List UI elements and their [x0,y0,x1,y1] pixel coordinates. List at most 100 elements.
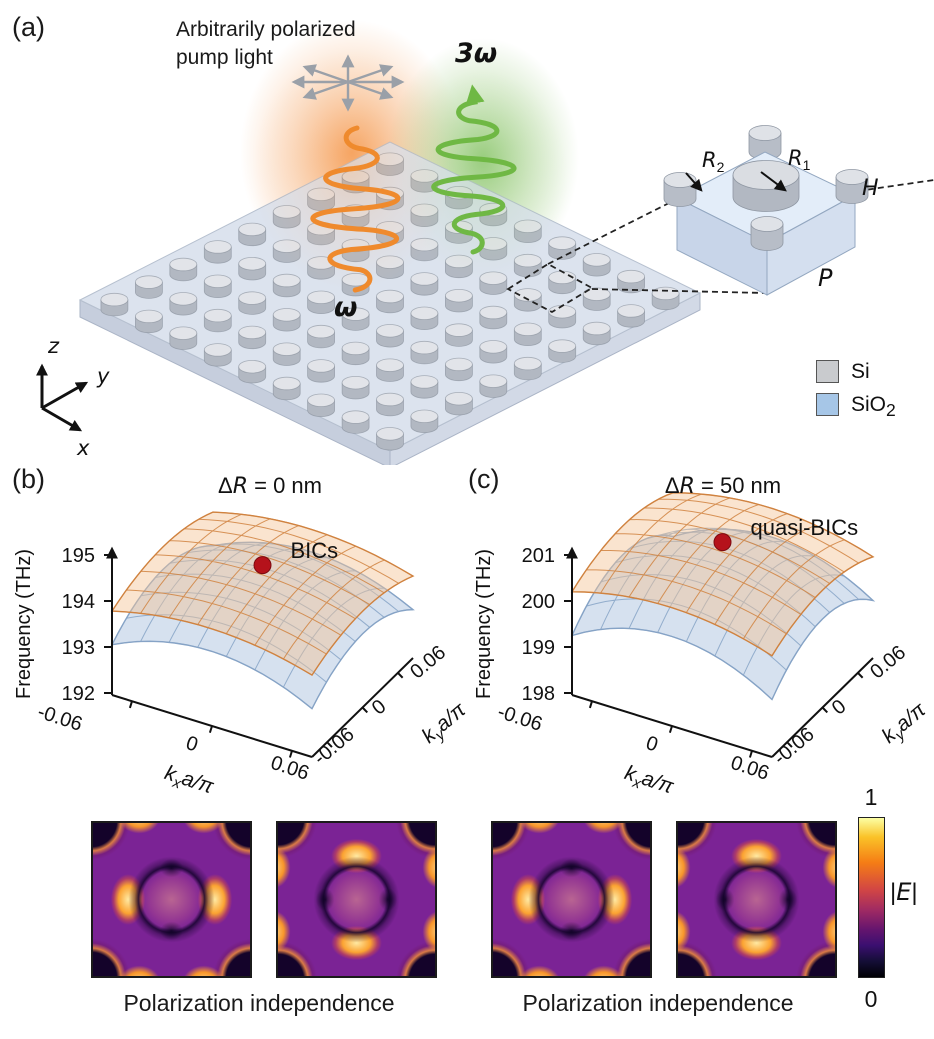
ky-tick-label: 0 [828,695,851,719]
r2-label: R2 [702,148,725,176]
si-pillar-top [307,359,336,373]
si-pillar-top [307,393,336,408]
panel-b-title: ΔR = 0 nm [218,473,322,499]
ky-tick [397,672,404,679]
coordinate-triad [36,363,89,432]
e-field-map-2-image [278,823,435,976]
ky-tick-label: -0.06 [770,723,819,769]
frequency-axis-label: Frequency (THz) [473,549,495,699]
si-pillar-top [134,309,163,324]
si-pillar-top [582,253,611,267]
r1-label: R1 [788,146,811,174]
y-axis-arrow [41,381,89,410]
kx-tick [288,750,293,758]
si-pillar-top [376,358,404,372]
colorbar-quantity-label: |E| [890,878,918,906]
kx-tick-label: -0.06 [495,701,545,736]
si-pillar-top [272,273,301,288]
ky-tick-label: -0.06 [310,723,359,769]
si-pillar-top [376,324,404,338]
e-field-map-4-image [678,823,835,976]
corner-pillar-right [835,169,869,204]
kx-tick-label: 0 [183,732,200,756]
frequency-tick-label: 195 [62,545,95,567]
si-pillar-top [203,343,232,357]
si-pillar-top [100,292,129,307]
callout-line-top [547,198,678,265]
frequency-tick-label: 198 [522,683,555,705]
e-field-map-2 [276,821,437,978]
kx-tick-label: 0.06 [728,752,772,785]
polarization-star-icon [291,54,405,112]
e-field-map-3-image [493,823,650,976]
si-pillar-top [617,269,645,284]
callout-line-right [857,179,934,192]
unit-cell-callout [506,179,934,314]
si-pillar-top [410,340,439,355]
e-field-map-3 [491,821,652,978]
bic-marker [713,533,732,552]
si-pillar-top [513,356,542,371]
height-label: H [862,176,879,201]
r1-arrow [760,171,787,192]
kx-axis-label: kxa/π [161,761,217,800]
unit-cell-inset [663,125,869,296]
e-field-map-1 [91,821,252,978]
colorbar-min-label: 0 [864,986,878,1012]
kx-axis-label: kxa/π [621,761,677,800]
si-pillar-top [238,291,267,305]
ky-tick [857,672,864,679]
si-pillar-top [513,322,542,337]
legend-swatch-si [816,360,839,383]
frequency-tick-label: 200 [522,591,555,613]
frequency-tick-label: 193 [62,637,95,659]
si-pillar-top [203,274,232,289]
si-pillar-top [582,287,611,301]
si-pillar-top [341,307,370,321]
si-pillar-top [272,308,301,322]
si-pillar-top [410,409,439,424]
x-axis-arrow [41,406,83,432]
corner-pillar-front [750,216,784,251]
kx-tick-label: 0 [643,732,660,756]
corner-pillar-back [748,125,782,160]
colorbar [858,817,885,978]
si-pillar-top [444,392,473,406]
legend-label-sio2: SiO2 [851,393,896,421]
lower-band-grid [111,541,414,710]
si-pillar-top [376,427,404,441]
si-pillar-top [410,272,439,286]
si-pillar-top [169,326,198,340]
r2-arrow [685,172,703,192]
legend-swatch-sio2 [816,393,839,416]
legend-label-si: Si [851,360,870,383]
callout-line-bottom [591,288,766,294]
upper-band-grid [111,511,414,676]
unit-cell-outline [506,262,594,314]
si-pillar-top [238,257,267,271]
frequency-tick-label: 201 [522,545,555,567]
frequency-tick-label: 194 [62,591,95,613]
kx-tick [748,750,753,758]
si-pillar-top [134,275,163,289]
si-pillar-top [272,342,301,356]
si-pillar-top [169,292,198,306]
panel-c-caption: Polarization independence [522,990,794,1016]
si-pillar-top [307,324,336,339]
si-pillar-top [444,357,473,372]
si-pillar-top [513,288,542,302]
kx-tick-label: 0.06 [268,752,312,785]
panel-b-caption: Polarization independence [123,990,395,1016]
kx-tick [128,700,133,709]
si-pillar-top [444,289,473,303]
ky-tick-label: 0.06 [406,641,450,683]
si-pillar-top [479,305,508,320]
si-pillar-top [479,374,508,388]
si-pillar-top [341,410,370,424]
frequency-tick-label: 192 [62,683,95,705]
ky-tick [361,706,369,714]
si-pillar-top [238,360,267,374]
